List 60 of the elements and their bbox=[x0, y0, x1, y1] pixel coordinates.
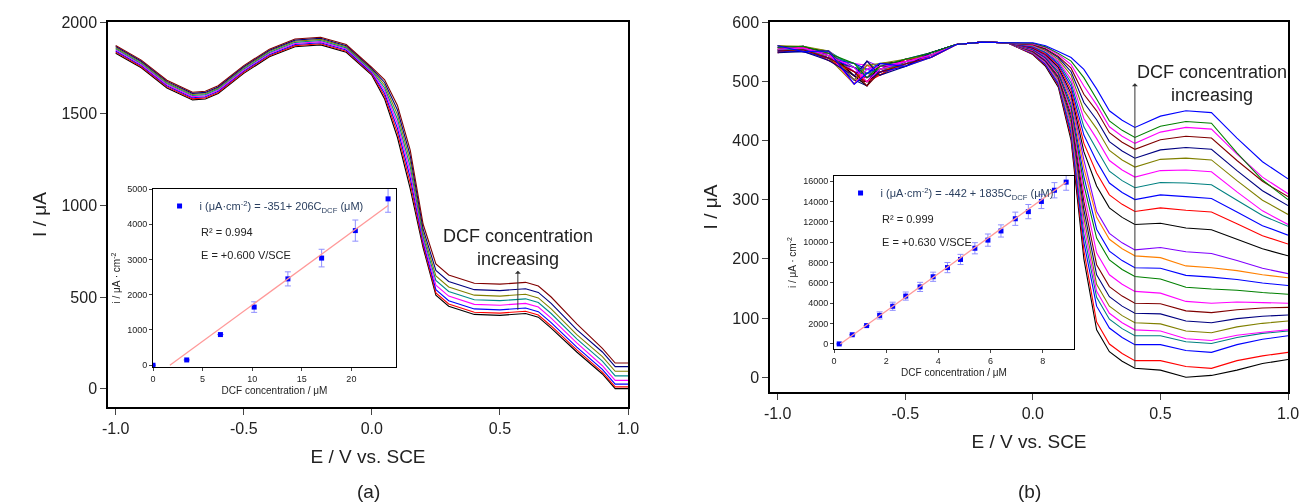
x-tick-label: 0.0 bbox=[360, 419, 384, 437]
y-tick-label: 10000 bbox=[803, 237, 829, 248]
legend-label: i (μA·cm$^{-2}$) = -442 + 1835C$_{DCF}$ (μM) bbox=[880, 185, 1054, 202]
annotation: DCF concentration increasing bbox=[443, 226, 594, 270]
x-tick-label: 5 bbox=[200, 373, 206, 384]
y-tick-label: 4000 bbox=[127, 219, 148, 230]
y-tick-label: 500 bbox=[70, 288, 98, 306]
x-tick-label: -1.0 bbox=[763, 404, 792, 422]
x-tick-label: -0.5 bbox=[891, 404, 920, 422]
x-tick-label: 1.0 bbox=[1276, 404, 1300, 422]
y-tick-label: 1000 bbox=[127, 325, 148, 336]
y-tick-label: 500 bbox=[732, 72, 760, 90]
legend-label: i (μA·cm$^{-2}$) = -351+ 206C$_{DCF}$ (μM) bbox=[199, 198, 364, 215]
annotation: R² = 0.999 bbox=[882, 213, 934, 225]
y-axis-title: I / μA bbox=[28, 191, 50, 237]
y-tick-label: 300 bbox=[732, 191, 760, 209]
x-tick-label: 15 bbox=[296, 373, 307, 384]
y-tick-label: 1500 bbox=[61, 105, 98, 123]
annotation: DCF concentration increasing bbox=[1137, 62, 1288, 106]
y-tick-label: 12000 bbox=[803, 216, 829, 227]
x-axis-title: DCF concentration / μM bbox=[901, 367, 1007, 379]
y-tick-label: 0 bbox=[823, 339, 829, 350]
y-tick-label: 6000 bbox=[808, 278, 829, 288]
y-tick-label: 14000 bbox=[803, 196, 829, 207]
y-tick-label: 100 bbox=[732, 309, 760, 327]
annotation: R² = 0.994 bbox=[201, 226, 253, 238]
x-tick-label: 0.5 bbox=[488, 419, 512, 437]
y-tick-label: 16000 bbox=[803, 176, 829, 187]
y-tick-label: 4000 bbox=[808, 298, 829, 309]
x-tick-label: 20 bbox=[346, 373, 357, 384]
y-tick-label: 2000 bbox=[127, 289, 148, 300]
x-axis-title: DCF concentration / μM bbox=[221, 385, 328, 397]
x-tick-label: 4 bbox=[935, 355, 941, 366]
y-tick-label: 2000 bbox=[808, 318, 829, 329]
y-tick-label: 400 bbox=[732, 132, 760, 149]
y-tick-label: 8000 bbox=[808, 257, 829, 268]
y-tick-label: 600 bbox=[732, 13, 760, 31]
x-tick-label: 0.5 bbox=[1149, 404, 1172, 422]
x-tick-label: 0.0 bbox=[1021, 404, 1045, 422]
y-tick-label: 2000 bbox=[61, 13, 98, 31]
x-axis-title: E / V vs. SCE bbox=[971, 431, 1087, 453]
x-tick-label: 8 bbox=[1040, 355, 1046, 366]
x-axis-title: E / V vs. SCE bbox=[310, 446, 426, 468]
y-tick-label: 3000 bbox=[127, 254, 148, 265]
text: (b) bbox=[1018, 481, 1042, 502]
x-tick-label: 10 bbox=[247, 373, 258, 384]
x-tick-label: -0.5 bbox=[229, 419, 258, 437]
text: (a) bbox=[357, 481, 381, 502]
y-axis-title: I / μA bbox=[699, 184, 721, 230]
y-tick-label: 5000 bbox=[127, 184, 148, 195]
x-tick-label: 2 bbox=[883, 355, 889, 366]
x-tick-label: 0 bbox=[831, 355, 837, 366]
x-tick-label: 0 bbox=[150, 373, 156, 384]
y-tick-label: 1000 bbox=[61, 196, 98, 214]
y-tick-label: 200 bbox=[732, 250, 760, 268]
x-tick-label: 1.0 bbox=[616, 419, 640, 437]
annotation: E = +0.600 V/SCE bbox=[201, 249, 291, 261]
x-tick-label: 6 bbox=[988, 355, 994, 366]
annotation: E = +0.630 V/SCE bbox=[882, 236, 972, 248]
x-tick-label: -1.0 bbox=[101, 419, 130, 437]
